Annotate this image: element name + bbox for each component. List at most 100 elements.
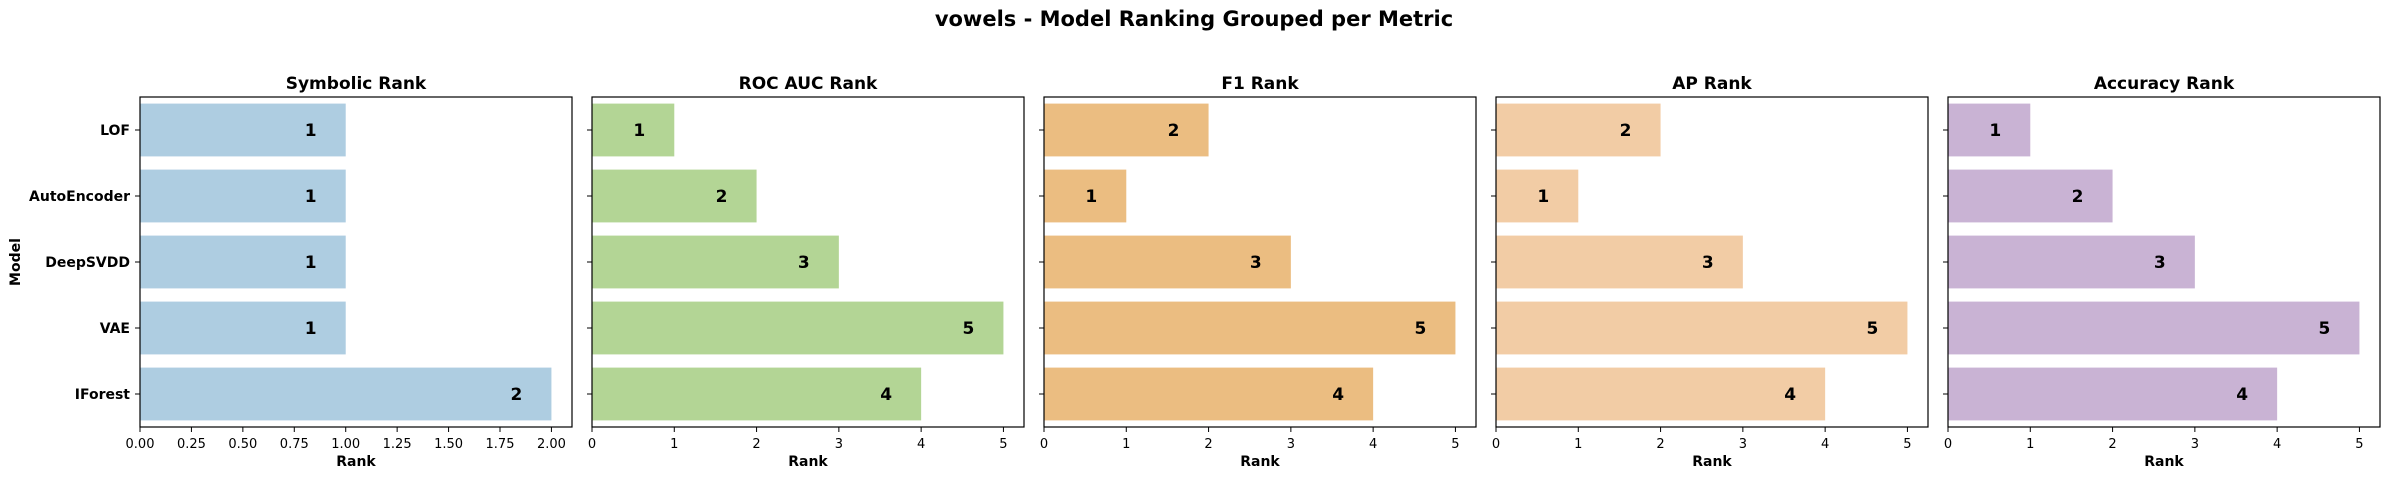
x-tick-label: 5 [1903,437,1911,452]
x-tick-label: 1.50 [434,437,463,452]
bar-value-label: 5 [2319,319,2331,339]
x-tick-label: 1.75 [486,437,515,452]
bar-value-label: 1 [633,121,645,141]
bar-value-label: 1 [305,121,317,141]
bar-value-label: 4 [880,385,892,405]
bar-value-label: 1 [1085,187,1097,207]
x-axis-label: Rank [1240,454,1280,470]
x-tick-label: 4 [2273,437,2281,452]
panel-5: 1 2 3 5 4 0 1 2 3 4 5 Accuracy Rank Rank [1943,74,2381,470]
bar-deepsvdd [1044,235,1291,289]
y-tick-label: AutoEncoder [29,189,130,205]
x-tick-label: 4 [1821,437,1829,452]
bar-value-label: 2 [2072,187,2084,207]
x-tick-label: 1 [1574,437,1582,452]
x-tick-label: 0 [1944,437,1952,452]
bar-deepsvdd [1496,235,1743,289]
bar-deepsvdd [140,235,346,289]
bar-lof [140,103,346,157]
panels: 1 1 1 1 2 LOF AutoEncoder DeepSVDD VAE IForest 0.0… [29,74,2381,470]
bar-iforest [592,367,922,421]
bar-autoencoder [592,169,757,223]
panel-1: 1 1 1 1 2 LOF AutoEncoder DeepSVDD VAE IForest 0.0… [29,74,573,470]
x-tick-label: 1.25 [383,437,412,452]
x-tick-label: 3 [1287,437,1295,452]
panel-3: 2 1 3 5 4 0 1 2 3 4 5 F1 Rank Rank [1039,74,1477,470]
x-tick-label: 1.00 [331,437,360,452]
bar-value-label: 2 [511,385,523,405]
bar-iforest [1496,367,1826,421]
bar-autoencoder [1044,169,1127,223]
bar-vae [1496,301,1908,355]
x-tick-label: 4 [917,437,925,452]
bar-value-label: 3 [1250,253,1262,273]
x-tick-label: 5 [999,437,1007,452]
panel-2: 1 2 3 5 4 0 1 2 3 4 5 ROC AUC Rank Rank [587,74,1025,470]
panel-title: F1 Rank [1221,74,1299,94]
x-tick-label: 4 [1369,437,1377,452]
x-tick-label: 3 [1739,437,1747,452]
y-tick-label: DeepSVDD [45,255,130,271]
bar-lof [1948,103,2031,157]
x-tick-label: 0.25 [177,437,206,452]
bar-value-label: 1 [1537,187,1549,207]
x-tick-label: 1 [670,437,678,452]
bar-vae [1948,301,2360,355]
x-tick-label: 2 [1204,437,1212,452]
bar-lof [1496,103,1661,157]
x-tick-label: 0.75 [280,437,309,452]
bar-value-label: 1 [1989,121,2001,141]
y-tick-label: VAE [100,321,130,337]
bar-vae [1044,301,1456,355]
bar-value-label: 5 [1867,319,1879,339]
bar-vae [592,301,1004,355]
x-tick-label: 2 [1656,437,1664,452]
bar-value-label: 2 [716,187,728,207]
x-tick-label: 1 [1122,437,1130,452]
bar-iforest [1044,367,1374,421]
panel-title: ROC AUC Rank [739,74,878,94]
figure-title: vowels - Model Ranking Grouped per Metri… [935,7,1453,31]
x-tick-label: 0 [1040,437,1048,452]
bar-value-label: 2 [1168,121,1180,141]
bar-value-label: 1 [305,319,317,339]
bar-iforest [140,367,552,421]
x-tick-label: 1 [2026,437,2034,452]
x-tick-label: 0.00 [126,437,155,452]
bar-lof [592,103,675,157]
bar-value-label: 4 [2236,385,2248,405]
panel-title: Accuracy Rank [2094,74,2235,94]
bar-lof [1044,103,1209,157]
y-axis-label: Model [8,238,24,286]
x-tick-label: 2.00 [537,437,566,452]
x-tick-label: 3 [835,437,843,452]
bar-value-label: 4 [1784,385,1796,405]
bar-autoencoder [1496,169,1579,223]
x-axis-label: Rank [336,454,376,470]
bar-value-label: 1 [305,187,317,207]
bar-vae [140,301,346,355]
bar-value-label: 4 [1332,385,1344,405]
bar-autoencoder [1948,169,2113,223]
panel-title: Symbolic Rank [286,74,427,94]
x-tick-label: 5 [1451,437,1459,452]
bar-value-label: 3 [2154,253,2166,273]
x-tick-label: 5 [2355,437,2363,452]
bar-value-label: 3 [798,253,810,273]
y-tick-label: LOF [100,123,130,139]
bar-value-label: 5 [1415,319,1427,339]
x-tick-label: 0 [1492,437,1500,452]
bar-value-label: 3 [1702,253,1714,273]
x-tick-label: 2 [2108,437,2116,452]
x-axis-label: Rank [1692,454,1732,470]
x-tick-label: 0 [588,437,596,452]
bar-value-label: 5 [963,319,975,339]
bar-deepsvdd [1948,235,2195,289]
bar-value-label: 2 [1620,121,1632,141]
bar-value-label: 1 [305,253,317,273]
x-axis-label: Rank [788,454,828,470]
panel-4: 2 1 3 5 4 0 1 2 3 4 5 AP Rank Rank [1491,74,1929,470]
bar-autoencoder [140,169,346,223]
x-tick-label: 2 [752,437,760,452]
